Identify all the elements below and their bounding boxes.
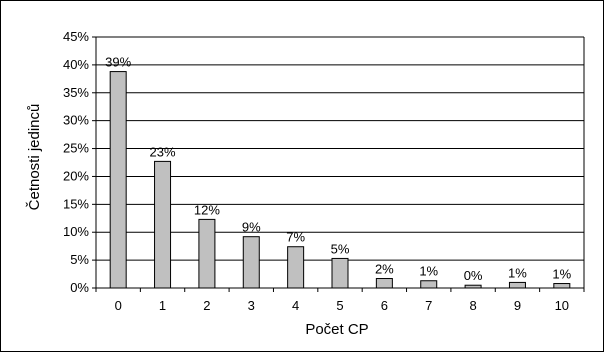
x-tick-label: 10 [555, 298, 569, 313]
x-tick-label: 2 [203, 298, 210, 313]
x-tick-label: 0 [115, 298, 122, 313]
y-tick-label: 40% [63, 57, 89, 72]
x-tick-label: 7 [425, 298, 432, 313]
y-tick-label: 0% [70, 280, 89, 295]
data-label: 7% [286, 230, 305, 245]
data-label: 2% [375, 262, 394, 277]
bar-6 [375, 278, 393, 289]
y-tick-label: 15% [63, 196, 89, 211]
data-label: 0% [464, 268, 483, 283]
x-tick-label: 6 [381, 298, 388, 313]
y-tick-label: 25% [63, 141, 89, 156]
bar-10 [553, 283, 571, 289]
bar-0 [109, 71, 127, 289]
axes: 0% 5% 10% 15% 20% 25% 30% 35% 40% 45% 0 1 2 3 4 5 6 7 8 9 10 [63, 29, 585, 313]
bar-2 [198, 218, 216, 289]
y-tick-label: 35% [63, 85, 89, 100]
data-label: 1% [419, 264, 438, 279]
bar-7 [420, 280, 438, 289]
data-label: 9% [242, 220, 261, 235]
bars [109, 71, 571, 289]
gridlines [96, 36, 584, 261]
y-tick-label: 20% [63, 168, 89, 183]
y-axis-title: Četnosti jedinců [26, 104, 43, 211]
x-tick-label: 5 [336, 298, 343, 313]
data-label: 12% [194, 202, 220, 217]
data-label: 5% [331, 241, 350, 256]
bar-3 [242, 236, 260, 289]
data-label: 1% [508, 265, 527, 280]
x-axis-title: Počet CP [305, 321, 368, 338]
x-tick-label: 4 [292, 298, 299, 313]
data-label: 23% [150, 144, 176, 159]
y-tick-label: 10% [63, 224, 89, 239]
bar-5 [331, 257, 349, 289]
x-tick-label: 9 [514, 298, 521, 313]
data-label: 1% [552, 267, 571, 282]
x-tick-label: 3 [248, 298, 255, 313]
y-tick-label: 30% [63, 113, 89, 128]
x-tick-label: 1 [159, 298, 166, 313]
bar-4 [287, 246, 305, 289]
x-tick-label: 8 [469, 298, 476, 313]
data-label: 39% [105, 55, 131, 70]
y-tick-label: 45% [63, 29, 89, 44]
bar-1 [154, 160, 172, 289]
data-labels: 39% 23% 12% 9% 7% 5% 2% 1% 0% 1% 1% [105, 55, 571, 284]
y-tick-label: 5% [70, 252, 89, 267]
bar-9 [508, 281, 526, 289]
